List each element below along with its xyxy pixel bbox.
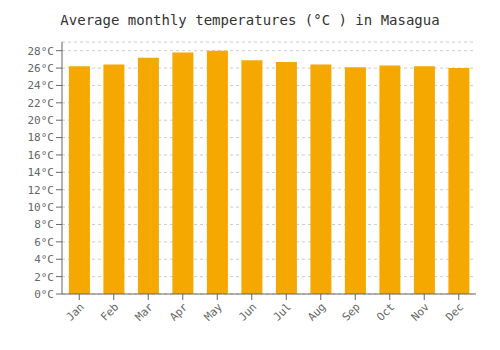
svg-text:4°C: 4°C <box>34 253 54 266</box>
svg-text:Dec: Dec <box>443 300 466 323</box>
svg-text:14°C: 14°C <box>28 166 55 179</box>
svg-text:18°C: 18°C <box>28 131 55 144</box>
svg-text:12°C: 12°C <box>28 184 55 197</box>
svg-text:Oct: Oct <box>374 300 397 323</box>
svg-text:6°C: 6°C <box>34 236 54 249</box>
svg-text:24°C: 24°C <box>28 79 55 92</box>
svg-text:22°C: 22°C <box>28 97 55 110</box>
svg-text:May: May <box>202 300 226 324</box>
svg-text:Jun: Jun <box>236 300 259 323</box>
html-text:Average monthly temperatures (: Average monthly temperatures (°C ) in Ma… <box>60 12 440 28</box>
svg-text:Sep: Sep <box>340 300 363 323</box>
svg-text:Jan: Jan <box>64 300 87 323</box>
svg-text:20°C: 20°C <box>28 114 55 127</box>
svg-text:28°C: 28°C <box>28 45 55 58</box>
svg-text:10°C: 10°C <box>28 201 55 214</box>
svg-text:16°C: 16°C <box>28 149 55 162</box>
svg-text:Mar: Mar <box>133 300 157 324</box>
svg-text:Jul: Jul <box>271 300 294 323</box>
svg-text:8°C: 8°C <box>34 218 54 231</box>
svg-text:Aug: Aug <box>305 300 328 323</box>
svg-text:2°C: 2°C <box>34 271 54 284</box>
svg-text:0°C: 0°C <box>34 288 54 301</box>
svg-text:Nov: Nov <box>409 300 433 324</box>
svg-text:Feb: Feb <box>98 300 121 323</box>
svg-text:Apr: Apr <box>167 300 191 324</box>
svg-text:26°C: 26°C <box>28 62 55 75</box>
